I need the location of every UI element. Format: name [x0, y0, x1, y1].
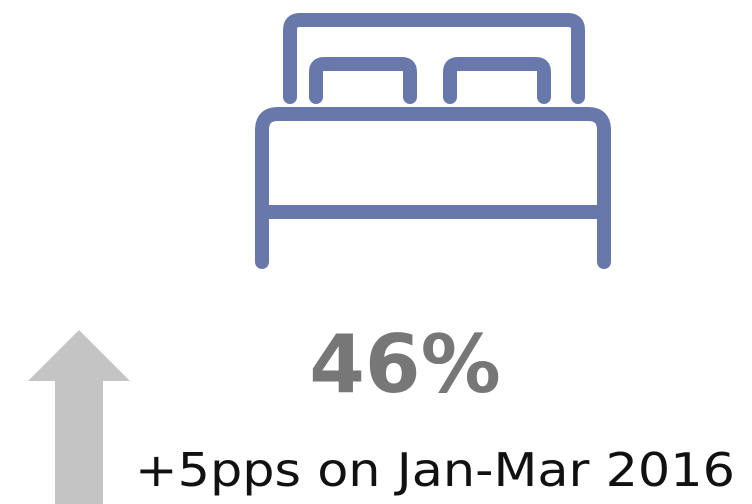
- stat-value: 46%: [309, 318, 500, 411]
- stat-change: +5pps on Jan-Mar 2016: [135, 443, 735, 497]
- headboard: [283, 13, 585, 104]
- mattress: [255, 107, 611, 269]
- pillow: [443, 57, 551, 104]
- pillow: [309, 57, 417, 104]
- bed-icon: [255, 13, 611, 269]
- up-arrow: [28, 330, 130, 504]
